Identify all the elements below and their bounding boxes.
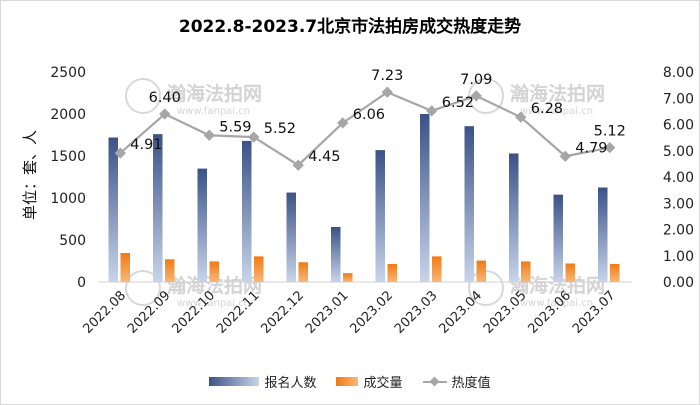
bar-deals (565, 263, 575, 282)
heat-data-label: 4.79 (575, 140, 607, 156)
bar-deals (165, 259, 175, 282)
y-tick-label-right: 5.00 (663, 144, 694, 160)
bar-group (108, 114, 620, 283)
legend-item-deals[interactable]: 成交量 (336, 372, 403, 391)
y-tick-label-right: 4.00 (663, 170, 694, 186)
heat-data-label: 7.23 (371, 68, 403, 84)
bar-deals (432, 256, 442, 282)
heat-data-label: 7.09 (460, 72, 492, 88)
heat-data-label: 4.45 (308, 149, 340, 165)
x-tick-label: 2023.02 (347, 288, 396, 337)
bar-applicants (197, 168, 207, 282)
heat-data-label: 4.91 (130, 137, 162, 153)
legend: 报名人数 成交量 热度值 (0, 372, 700, 391)
bar-deals (387, 263, 397, 282)
heat-data-label: 6.28 (531, 101, 563, 117)
watermark-group: 瀚海法拍网www.fanpai.cn瀚海法拍网www.fanpai.cn瀚海法拍… (125, 78, 605, 309)
heat-data-label: 6.40 (149, 90, 181, 106)
heat-marker (248, 131, 260, 143)
legend-label-heat: 热度值 (451, 376, 491, 391)
bar-deals (476, 260, 486, 282)
bar-applicants (331, 226, 341, 282)
legend-item-applicants[interactable]: 报名人数 (209, 372, 316, 391)
x-tick-label: 2022.08 (80, 288, 129, 337)
watermark-text: 瀚海法拍网 (166, 82, 262, 105)
heat-data-label: 5.59 (219, 119, 251, 135)
watermark-url: www.fanpai.cn (177, 106, 250, 117)
x-tick-label: 2022.12 (258, 288, 307, 337)
x-tick-label: 2023.03 (392, 288, 441, 337)
bar-applicants (375, 150, 385, 282)
watermark-url: www.fanpai.cn (520, 298, 593, 309)
bar-deals (343, 273, 353, 282)
watermark-url: www.fanpai.cn (177, 298, 250, 309)
y-tick-label-right: 2.00 (663, 223, 694, 239)
watermark-text: 瀚海法拍网 (166, 274, 262, 297)
y-tick-label-right: 3.00 (663, 196, 694, 212)
bar-applicants (242, 140, 252, 282)
heat-data-label: 6.06 (353, 107, 385, 123)
bar-deals (521, 261, 531, 282)
bar-applicants (286, 192, 296, 282)
bar-applicants (153, 134, 163, 282)
watermark-url: www.fanpai.cn (520, 106, 593, 117)
bar-deals (298, 262, 308, 282)
heat-marker (604, 141, 616, 154)
heat-line (119, 90, 610, 167)
x-tick-label: 2023.01 (303, 288, 352, 337)
bar-applicants (553, 194, 563, 282)
legend-item-heat[interactable]: 热度值 (422, 372, 491, 391)
heat-data-label: 6.52 (442, 95, 474, 111)
bar-applicants (108, 137, 118, 282)
y-tick-label-left: 0 (77, 275, 86, 291)
right-axis-ticks: 0.00 1.00 2.00 3.00 4.00 5.00 6.00 7.00 8.00 (663, 65, 694, 291)
y-tick-label-right: 1.00 (663, 249, 694, 265)
legend-swatch-orange (336, 377, 359, 386)
y-tick-label-left: 2000 (50, 107, 86, 123)
y-tick-label-left: 500 (59, 233, 86, 249)
bar-applicants (598, 187, 608, 282)
legend-label-applicants: 报名人数 (264, 376, 317, 391)
x-tick-label: 2022.09 (125, 288, 174, 337)
heat-marker (292, 159, 304, 171)
watermark-text: 瀚海法拍网 (509, 82, 605, 105)
y-tick-label-left: 1000 (50, 191, 86, 207)
x-tick-label: 2023.05 (481, 288, 530, 337)
chart-title: 2022.8-2023.7北京市法拍房成交热度走势 (178, 17, 522, 37)
heat-data-label: 5.52 (264, 121, 296, 137)
legend-label-deals: 成交量 (363, 376, 403, 391)
bar-applicants (464, 126, 474, 283)
y-axis-label: 单位：套、人 (21, 130, 39, 220)
bar-deals (120, 253, 130, 282)
watermark-seal-icon (468, 78, 504, 114)
bar-applicants (420, 114, 430, 282)
legend-swatch-blue (209, 377, 260, 386)
y-tick-label-left: 2500 (50, 65, 86, 81)
heat-marker (559, 150, 571, 162)
bar-deals (254, 256, 264, 282)
bar-applicants (509, 153, 519, 282)
watermark-seal-icon (125, 270, 161, 306)
y-tick-label-right: 7.00 (663, 91, 694, 107)
y-tick-label-right: 8.00 (663, 65, 694, 81)
watermark-text: 瀚海法拍网 (509, 274, 605, 297)
bar-deals (610, 263, 620, 282)
legend-swatch-line (422, 377, 447, 387)
bar-deals (209, 261, 219, 282)
y-tick-label-left: 1500 (50, 149, 86, 165)
heat-data-label: 5.12 (594, 124, 626, 140)
watermark-seal-icon (125, 78, 161, 114)
left-axis-ticks: 0 500 1000 1500 2000 2500 (50, 65, 86, 291)
y-tick-label-right: 0.00 (663, 275, 694, 291)
x-tick-label: 2023.04 (436, 288, 485, 337)
y-tick-label-right: 6.00 (663, 118, 694, 134)
heat-marker (203, 129, 215, 141)
